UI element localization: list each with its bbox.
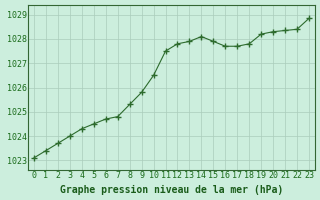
X-axis label: Graphe pression niveau de la mer (hPa): Graphe pression niveau de la mer (hPa) xyxy=(60,185,283,195)
